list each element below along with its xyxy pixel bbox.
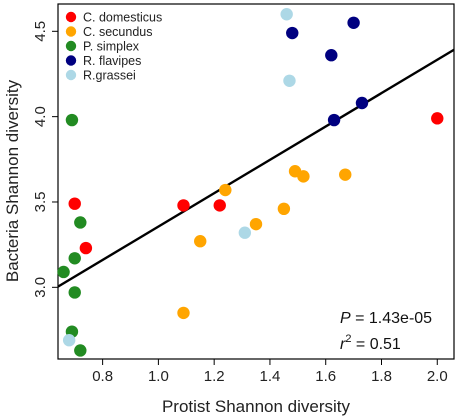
legend-marker — [65, 69, 77, 81]
p-symbol: P — [340, 310, 351, 327]
data-point-c-secundus — [194, 235, 207, 248]
x-tick-label: 0.8 — [92, 368, 113, 385]
y-tick-label: 3.0 — [32, 277, 49, 298]
data-point-r-flavipes — [286, 26, 299, 40]
r-squared-value: = 0.51 — [351, 336, 400, 353]
data-point-r-flavipes — [327, 113, 341, 127]
data-point-r-grassei — [283, 74, 296, 88]
r-squared-annotation: r2 = 0.51 — [340, 333, 401, 353]
legend-marker — [65, 26, 77, 37]
data-point-r-grassei — [62, 334, 76, 347]
data-point-c-domesticus — [79, 241, 93, 255]
x-tick-label: 1.8 — [371, 368, 392, 385]
x-axis-title: Protist Shannon diversity — [162, 397, 351, 416]
data-point-c-secundus — [249, 217, 263, 231]
y-tick-label: 3.5 — [32, 192, 49, 213]
data-point-c-domesticus — [177, 199, 190, 212]
y-tick-label: 4.0 — [32, 106, 49, 127]
data-point-c-secundus — [297, 170, 310, 183]
legend-label: C. secundus — [83, 25, 152, 39]
r-superscript: 2 — [345, 333, 351, 345]
x-tick-label: 2.0 — [427, 368, 448, 385]
y-axis-title: Bacteria Shannon diversity — [3, 79, 22, 282]
data-point-r-grassei — [238, 226, 252, 239]
x-tick-label: 1.6 — [315, 368, 336, 385]
p-value-text: = 1.43e-05 — [351, 310, 433, 327]
data-point-r-flavipes — [347, 16, 360, 29]
x-tick-label: 1.4 — [260, 368, 281, 385]
data-points — [57, 8, 444, 357]
data-point-c-domesticus — [68, 197, 81, 210]
data-point-r-grassei — [280, 8, 293, 21]
legend-marker — [65, 40, 77, 52]
data-point-p-simplex — [74, 216, 87, 229]
data-point-p-simplex — [74, 344, 87, 357]
data-point-p-simplex — [68, 286, 81, 299]
plot-frame — [57, 3, 455, 360]
y-axis: 3.0 3.5 4.0 4.5 — [32, 21, 58, 298]
legend-marker — [65, 11, 77, 23]
data-point-r-flavipes — [355, 96, 369, 110]
x-axis: 0.8 1.0 1.2 1.4 1.6 1.8 2.0 — [92, 359, 448, 385]
data-point-c-secundus — [177, 306, 190, 320]
p-value-annotation: P = 1.43e-05 — [340, 310, 432, 327]
x-tick-label: 1.0 — [148, 368, 169, 385]
legend-marker — [65, 55, 77, 66]
data-point-c-secundus — [277, 202, 291, 216]
data-point-p-simplex — [57, 265, 70, 279]
data-point-c-domesticus — [213, 199, 226, 212]
data-point-p-simplex — [68, 252, 81, 265]
x-tick-label: 1.2 — [204, 368, 225, 385]
regression-line — [57, 48, 455, 288]
r-symbol: r — [340, 336, 346, 353]
legend-label: C. domesticus — [83, 10, 162, 24]
data-point-p-simplex — [65, 113, 79, 127]
data-point-r-flavipes — [325, 49, 338, 62]
legend-label: R. flavipes — [83, 54, 141, 68]
legend-label: R.grassei — [83, 68, 136, 82]
data-point-c-secundus — [219, 183, 232, 197]
data-point-c-domesticus — [431, 112, 444, 125]
data-point-c-secundus — [339, 168, 352, 181]
y-tick-label: 4.5 — [32, 21, 49, 42]
legend-label: P. simplex — [83, 39, 140, 53]
